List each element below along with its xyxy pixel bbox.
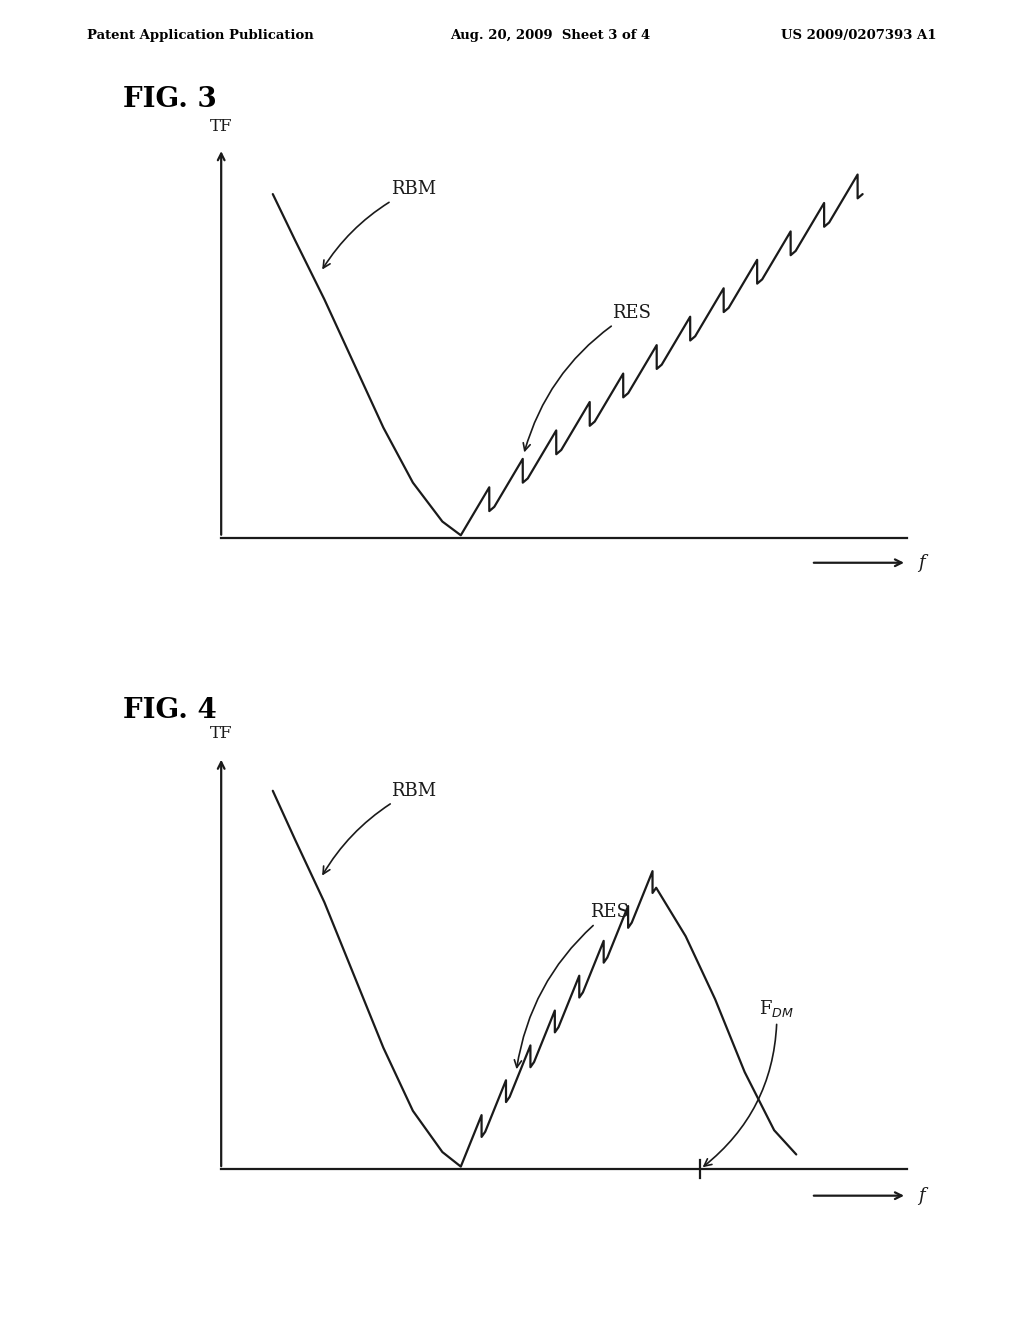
Text: f: f	[918, 554, 925, 572]
Text: f: f	[918, 1187, 925, 1205]
Text: Aug. 20, 2009  Sheet 3 of 4: Aug. 20, 2009 Sheet 3 of 4	[451, 29, 651, 42]
Text: F$_{DM}$: F$_{DM}$	[705, 998, 795, 1166]
Text: RBM: RBM	[324, 180, 436, 268]
Text: US 2009/0207393 A1: US 2009/0207393 A1	[781, 29, 937, 42]
Text: TF: TF	[210, 725, 232, 742]
Text: RES: RES	[523, 304, 651, 450]
Text: Patent Application Publication: Patent Application Publication	[87, 29, 313, 42]
Text: RES: RES	[514, 903, 629, 1068]
Text: RBM: RBM	[323, 781, 436, 874]
Text: FIG. 3: FIG. 3	[123, 86, 217, 112]
Text: TF: TF	[210, 117, 232, 135]
Text: FIG. 4: FIG. 4	[123, 697, 217, 723]
